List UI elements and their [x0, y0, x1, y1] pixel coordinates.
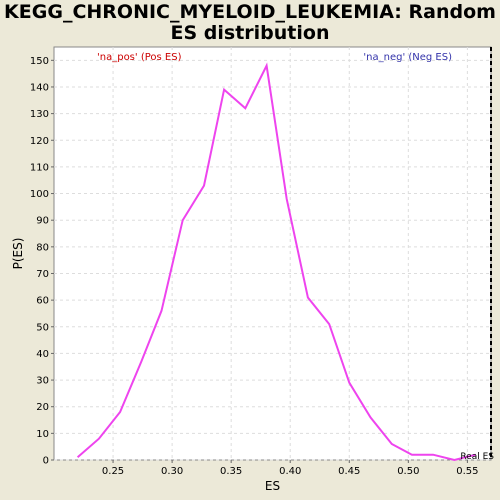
chart-title-line-1: KEGG_CHRONIC_MYELOID_LEUKEMIA: Random [4, 1, 496, 23]
y-tick-label: 80 [36, 242, 49, 253]
legend-neg-es: 'na_neg' (Neg ES) [363, 52, 452, 63]
x-tick-label: 0.25 [102, 466, 124, 477]
y-tick-label: 70 [36, 269, 49, 280]
y-tick-label: 120 [30, 136, 49, 147]
x-axis-label: ES [265, 479, 280, 493]
x-tick-label: 0.35 [220, 466, 242, 477]
legend-pos-es: 'na_pos' (Pos ES) [97, 52, 182, 63]
y-tick-label: 30 [36, 376, 49, 387]
y-axis-label: P(ES) [11, 238, 25, 270]
y-tick-label: 130 [30, 109, 49, 120]
y-tick-label: 110 [30, 162, 49, 173]
chart-title: KEGG_CHRONIC_MYELOID_LEUKEMIA: Random ES… [0, 2, 500, 44]
y-tick-label: 90 [36, 216, 49, 227]
y-tick-label: 150 [30, 56, 49, 67]
plot-area [53, 46, 492, 461]
x-tick-label: 0.30 [161, 466, 183, 477]
y-tick-label: 50 [36, 322, 49, 333]
grid-lines [54, 47, 491, 461]
y-axis-ticks: 0 10 20 30 40 50 60 70 80 90 100 110 120 130 140 150 [30, 56, 54, 467]
y-tick-label: 60 [36, 296, 49, 307]
series-line [76, 62, 476, 462]
x-tick-label: 0.40 [279, 466, 301, 477]
x-tick-label: 0.55 [456, 466, 478, 477]
y-tick-label: 140 [30, 82, 49, 93]
x-tick-label: 0.45 [338, 466, 360, 477]
y-tick-label: 100 [30, 189, 49, 200]
chart-title-line-2: ES distribution [170, 22, 330, 44]
x-tick-label: 0.50 [397, 466, 419, 477]
y-tick-label: 10 [36, 429, 49, 440]
y-tick-label: 40 [36, 349, 49, 360]
y-tick-label: 20 [36, 402, 49, 413]
x-axis-ticks: 0.25 0.30 0.35 0.40 0.45 0.50 0.55 [102, 460, 479, 477]
real-es-label: Real ES [460, 452, 494, 462]
y-tick-label: 0 [43, 456, 49, 467]
